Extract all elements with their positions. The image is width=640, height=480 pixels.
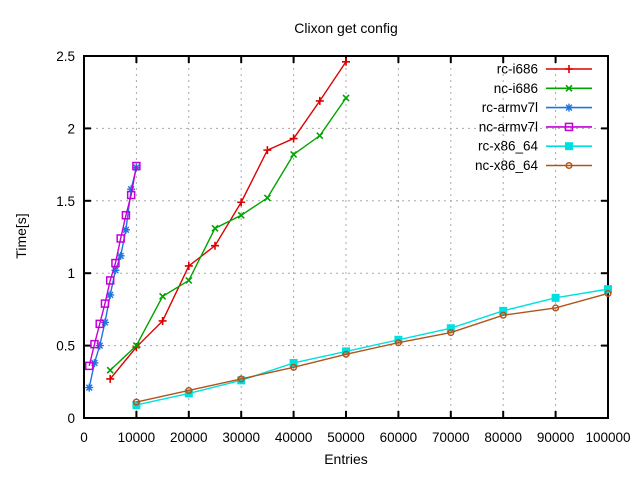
marker-cross: [132, 342, 140, 350]
marker-open-circle: [132, 398, 140, 406]
marker-asterisk: [565, 103, 573, 112]
marker-cross: [342, 94, 350, 102]
marker-asterisk: [106, 290, 115, 299]
x-tick-label: 80000: [484, 430, 522, 445]
legend-label-rc-i686: rc-i686: [497, 62, 538, 77]
series-line-rc-i686: [109, 61, 347, 380]
marker-cross: [159, 292, 167, 300]
x-tick-label: 100000: [585, 430, 630, 445]
series-line-nc-x86_64: [136, 292, 609, 403]
y-tick-label: 2: [67, 121, 75, 136]
marker-filled-square: [237, 376, 246, 385]
marker-open-square: [121, 211, 131, 220]
marker-cross: [290, 150, 298, 159]
marker-plus: [342, 57, 350, 66]
marker-cross: [237, 211, 245, 219]
marker-cross: [185, 276, 193, 285]
marker-open-circle: [185, 386, 193, 395]
marker-filled-square: [551, 293, 560, 302]
marker-open-square: [100, 299, 110, 308]
series-line-rc-x86_64: [136, 288, 609, 406]
y-tick-label: 1.5: [56, 194, 75, 209]
marker-open-circle: [237, 375, 245, 383]
marker-open-circle: [565, 161, 573, 170]
marker-filled-square: [289, 358, 298, 367]
legend-label-nc-x86_64: nc-x86_64: [475, 158, 539, 173]
chart-title: Clixon get config: [294, 20, 398, 36]
marker-plus: [158, 316, 167, 325]
y-tick-label: 0: [67, 411, 75, 426]
marker-filled-square: [604, 285, 612, 294]
x-tick-label: 30000: [222, 430, 260, 445]
x-tick-label: 50000: [327, 430, 365, 445]
marker-plus: [289, 134, 298, 143]
marker-asterisk: [95, 341, 104, 350]
y-tick-label: 2.5: [56, 49, 75, 64]
marker-open-circle: [447, 329, 455, 337]
marker-open-square: [564, 122, 574, 132]
marker-plus: [565, 65, 573, 73]
legend-label-nc-i686: nc-i686: [494, 81, 538, 96]
marker-plus: [263, 146, 272, 155]
marker-asterisk: [111, 266, 120, 275]
marker-open-square: [126, 190, 136, 200]
series-line-nc-armv7l: [88, 165, 138, 367]
marker-cross: [565, 84, 573, 92]
marker-open-square: [116, 234, 125, 243]
x-axis-title: Entries: [324, 451, 368, 467]
marker-filled-square: [565, 142, 573, 151]
marker-plus: [106, 374, 115, 383]
marker-filled-square: [499, 306, 508, 315]
marker-open-square: [111, 258, 120, 268]
legend-label-nc-armv7l: nc-armv7l: [479, 119, 538, 134]
marker-open-square: [84, 361, 94, 371]
marker-cross: [106, 366, 114, 374]
marker-plus: [315, 96, 324, 105]
marker-filled-square: [446, 324, 455, 333]
marker-asterisk: [85, 383, 94, 392]
y-tick-label: 0.5: [56, 339, 75, 354]
marker-asterisk: [90, 358, 99, 367]
legend-label-rc-armv7l: rc-armv7l: [482, 100, 538, 115]
marker-open-circle: [604, 289, 612, 298]
marker-asterisk: [116, 251, 125, 260]
marker-cross: [263, 194, 271, 202]
marker-open-circle: [394, 339, 402, 347]
marker-asterisk: [127, 185, 136, 194]
marker-asterisk: [121, 225, 130, 234]
x-tick-label: 70000: [432, 430, 470, 445]
x-tick-label: 60000: [380, 430, 418, 445]
marker-open-square: [132, 161, 141, 171]
marker-open-circle: [290, 363, 298, 371]
x-tick-label: 20000: [170, 430, 208, 445]
legend-label-rc-x86_64: rc-x86_64: [478, 139, 539, 154]
series-line-rc-armv7l: [88, 167, 138, 388]
x-tick-label: 90000: [537, 430, 575, 445]
marker-open-circle: [499, 311, 507, 319]
marker-cross: [316, 132, 324, 140]
x-tick-label: 40000: [275, 430, 313, 445]
y-tick-label: 1: [67, 266, 75, 281]
series-line-nc-i686: [109, 97, 347, 371]
marker-open-square: [105, 276, 115, 285]
marker-plus: [184, 261, 193, 270]
marker-plus: [237, 198, 246, 207]
x-tick-label: 0: [80, 430, 88, 445]
marker-open-square: [95, 319, 104, 329]
marker-asterisk: [100, 318, 109, 327]
marker-open-circle: [552, 304, 560, 312]
marker-cross: [211, 224, 219, 232]
x-tick-label: 10000: [118, 430, 156, 445]
marker-open-square: [90, 339, 99, 349]
marker-open-circle: [342, 350, 350, 358]
marker-plus: [211, 241, 219, 250]
